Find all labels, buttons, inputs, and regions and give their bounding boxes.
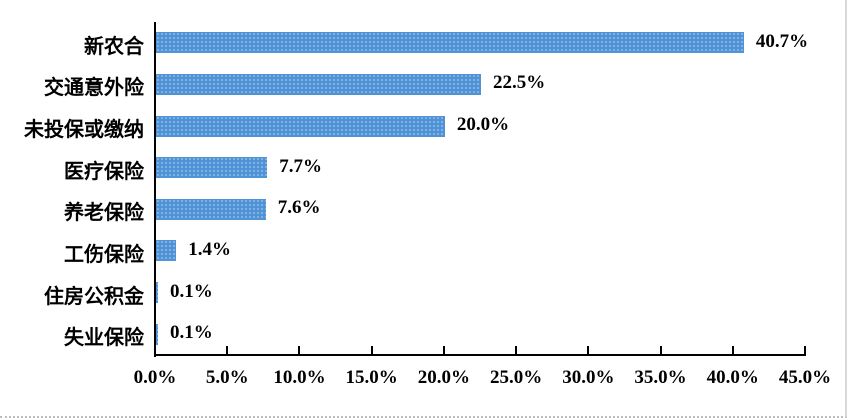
- category-label: 未投保或缴纳: [24, 119, 144, 142]
- bar: [156, 73, 481, 95]
- x-axis-tick: [442, 346, 445, 354]
- x-axis-tick: [731, 346, 734, 354]
- x-tick-label: 25.0%: [489, 367, 543, 388]
- x-tick-label: 20.0%: [417, 367, 470, 388]
- x-axis-tick: [226, 346, 229, 354]
- x-axis-tick: [298, 346, 301, 354]
- x-tick-label: 15.0%: [345, 367, 398, 388]
- value-label: 40.7%: [755, 30, 809, 52]
- category-label: 医疗保险: [64, 160, 144, 183]
- value-label: 1.4%: [188, 238, 231, 260]
- value-label: 20.0%: [456, 114, 510, 136]
- value-label: 7.7%: [279, 155, 322, 177]
- bar: [156, 198, 266, 220]
- y-axis-line: [154, 22, 156, 357]
- value-label: 7.6%: [277, 197, 321, 219]
- category-label: 交通意外险: [44, 77, 144, 100]
- category-label: 养老保险: [64, 202, 144, 225]
- x-tick-label: 45.0%: [778, 367, 832, 388]
- bar: [156, 323, 158, 345]
- bar: [156, 282, 158, 304]
- x-axis-tick: [587, 346, 590, 354]
- bar: [156, 115, 445, 137]
- bar: [156, 157, 268, 179]
- value-label: 0.1%: [170, 280, 213, 302]
- category-label: 工伤保险: [64, 243, 144, 266]
- x-axis-tick: [804, 346, 806, 354]
- category-label: 失业保险: [64, 327, 144, 350]
- category-label: 新农合: [84, 35, 144, 58]
- x-axis-line: [154, 354, 806, 356]
- value-label: 22.5%: [493, 72, 546, 94]
- value-label: 0.1%: [170, 322, 213, 344]
- x-axis-tick: [515, 346, 518, 354]
- x-tick-label: 0.0%: [133, 367, 177, 388]
- x-tick-label: 5.0%: [205, 367, 249, 388]
- x-axis-tick: [370, 346, 373, 354]
- category-label: 住房公积金: [44, 285, 144, 308]
- x-tick-label: 10.0%: [273, 367, 326, 388]
- x-tick-label: 40.0%: [706, 367, 759, 388]
- x-tick-label: 35.0%: [634, 367, 687, 388]
- x-tick-label: 30.0%: [562, 367, 615, 388]
- bar: [156, 32, 744, 54]
- bar: [156, 240, 177, 262]
- x-axis-tick: [659, 346, 662, 354]
